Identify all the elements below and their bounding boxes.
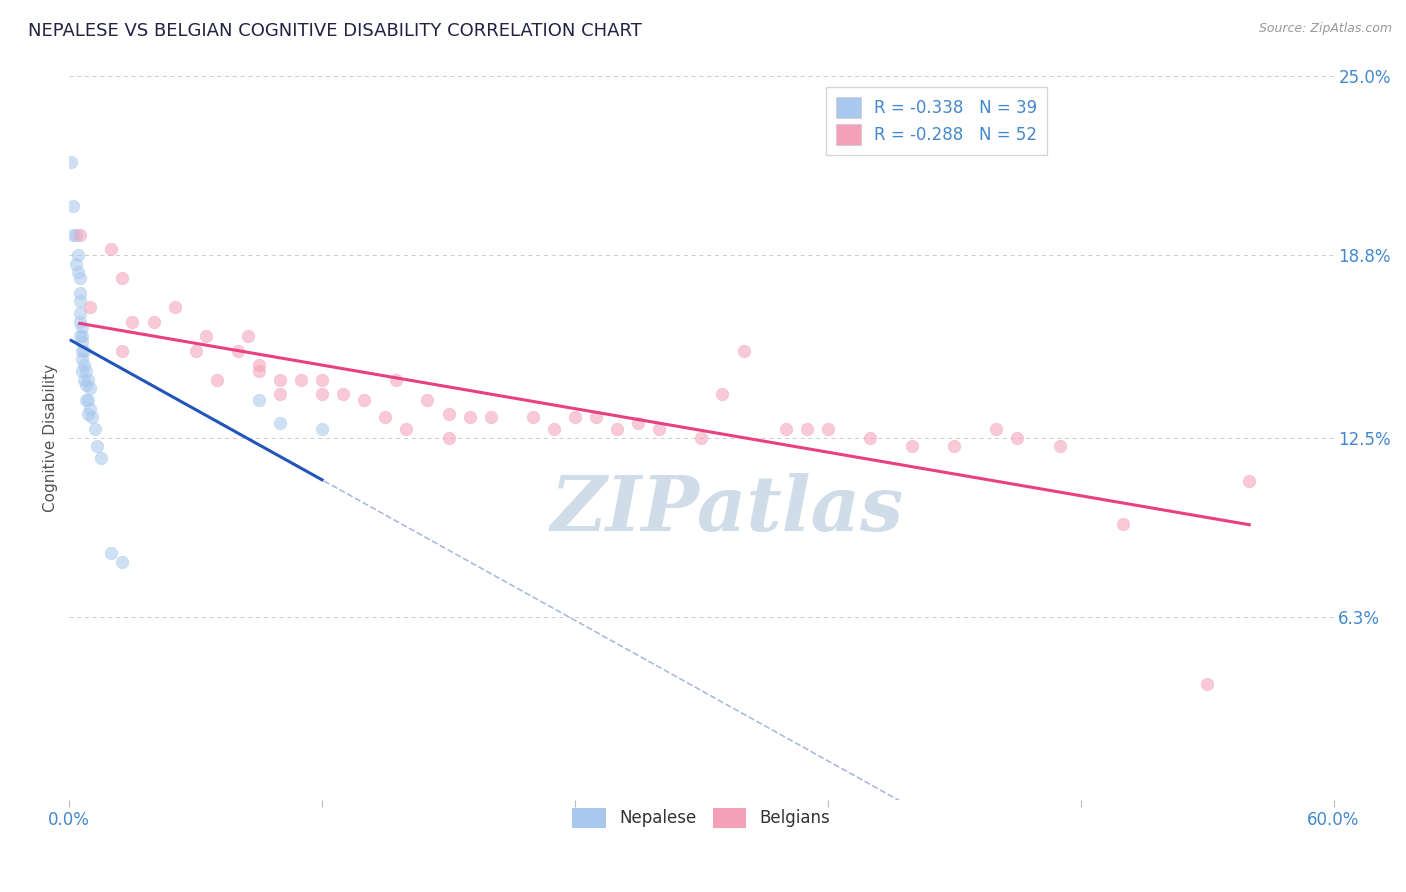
Point: [226, 343, 249, 358]
Point: [66, 265, 89, 279]
Point: [269, 387, 291, 401]
Point: [69, 271, 91, 285]
Point: [543, 422, 565, 436]
Point: [374, 410, 396, 425]
Point: [585, 410, 607, 425]
Point: [121, 315, 143, 329]
Text: ZIPatlas: ZIPatlas: [550, 473, 903, 547]
Point: [82, 410, 104, 425]
Point: [83, 422, 105, 436]
Point: [65, 257, 87, 271]
Point: [1049, 439, 1071, 453]
Point: [163, 300, 186, 314]
Point: [111, 555, 134, 569]
Point: [711, 387, 734, 401]
Point: [86, 439, 108, 453]
Point: [62, 199, 84, 213]
Legend: Nepalese, Belgians: Nepalese, Belgians: [565, 801, 837, 835]
Point: [111, 343, 134, 358]
Point: [184, 343, 207, 358]
Point: [73, 358, 96, 372]
Point: [77, 408, 100, 422]
Point: [69, 329, 91, 343]
Point: [70, 343, 93, 358]
Point: [353, 392, 375, 407]
Point: [416, 392, 439, 407]
Point: [69, 227, 91, 242]
Point: [75, 378, 97, 392]
Point: [385, 373, 408, 387]
Point: [796, 422, 818, 436]
Point: [70, 364, 93, 378]
Point: [1197, 676, 1219, 690]
Point: [479, 410, 502, 425]
Point: [69, 285, 91, 300]
Point: [79, 300, 101, 314]
Point: [817, 422, 839, 436]
Point: [1112, 517, 1135, 532]
Point: [73, 373, 96, 387]
Point: [775, 422, 797, 436]
Point: [1007, 430, 1029, 444]
Point: [332, 387, 354, 401]
Point: [70, 334, 93, 349]
Point: [77, 392, 100, 407]
Y-axis label: Cognitive Disability: Cognitive Disability: [44, 363, 58, 512]
Point: [75, 364, 97, 378]
Point: [69, 306, 91, 320]
Point: [437, 408, 460, 422]
Point: [311, 373, 333, 387]
Text: Source: ZipAtlas.com: Source: ZipAtlas.com: [1258, 22, 1392, 36]
Point: [60, 155, 83, 169]
Point: [395, 422, 418, 436]
Point: [627, 416, 650, 430]
Point: [79, 381, 101, 395]
Point: [69, 315, 91, 329]
Point: [247, 364, 270, 378]
Point: [205, 373, 228, 387]
Point: [901, 439, 924, 453]
Point: [142, 315, 165, 329]
Point: [269, 373, 291, 387]
Point: [1237, 474, 1260, 488]
Point: [943, 439, 966, 453]
Point: [437, 430, 460, 444]
Point: [606, 422, 628, 436]
Point: [859, 430, 882, 444]
Point: [247, 392, 270, 407]
Point: [70, 320, 93, 334]
Point: [65, 227, 87, 242]
Text: NEPALESE VS BELGIAN COGNITIVE DISABILITY CORRELATION CHART: NEPALESE VS BELGIAN COGNITIVE DISABILITY…: [28, 22, 643, 40]
Point: [62, 227, 84, 242]
Point: [73, 343, 96, 358]
Point: [458, 410, 481, 425]
Point: [195, 329, 218, 343]
Point: [90, 450, 112, 465]
Point: [564, 410, 586, 425]
Point: [66, 248, 89, 262]
Point: [79, 401, 101, 416]
Point: [70, 352, 93, 367]
Point: [733, 343, 755, 358]
Point: [69, 294, 91, 309]
Point: [311, 422, 333, 436]
Point: [100, 242, 122, 256]
Point: [290, 373, 312, 387]
Point: [100, 546, 122, 560]
Point: [690, 430, 713, 444]
Point: [247, 358, 270, 372]
Point: [522, 410, 544, 425]
Point: [311, 387, 333, 401]
Point: [70, 329, 93, 343]
Point: [269, 416, 291, 430]
Point: [77, 373, 100, 387]
Point: [648, 422, 671, 436]
Point: [238, 329, 260, 343]
Point: [75, 392, 97, 407]
Point: [111, 271, 134, 285]
Point: [986, 422, 1008, 436]
